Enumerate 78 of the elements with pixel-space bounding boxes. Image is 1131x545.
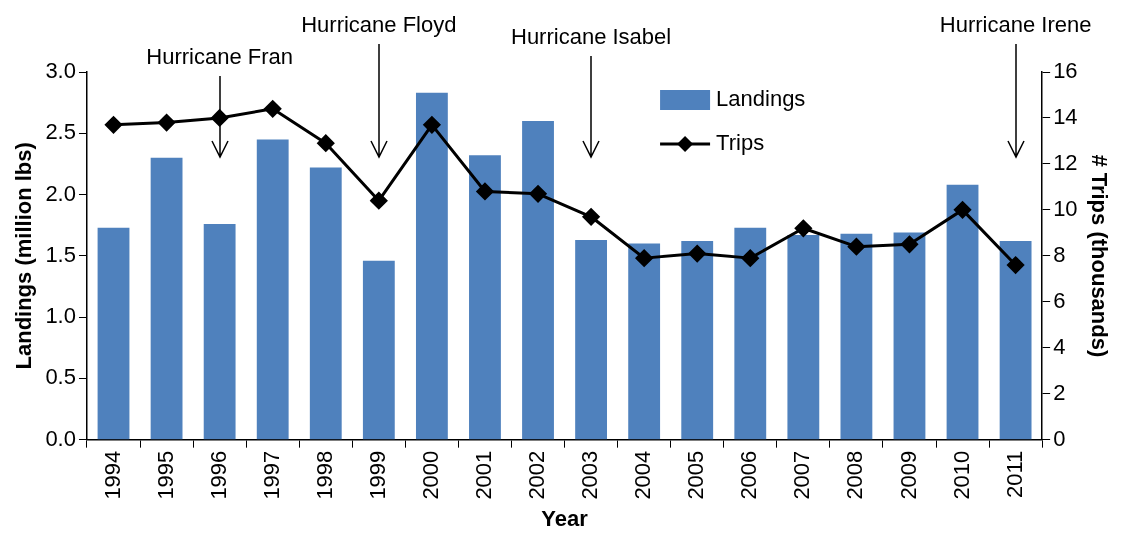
y-tick-label: 3.0: [45, 58, 76, 84]
y2-tick-label: 8: [1053, 241, 1066, 267]
annotation: Hurricane Isabel: [510, 24, 672, 50]
point: [582, 208, 600, 226]
annotation: Hurricane Fran: [146, 44, 293, 70]
bar: [787, 235, 820, 440]
point: [529, 185, 547, 203]
point: [423, 116, 441, 134]
y-tick-label: 2.5: [45, 119, 76, 145]
x-tick-label: 1995: [152, 450, 178, 500]
bar: [946, 184, 979, 440]
x-tick-label: 2011: [1001, 450, 1027, 498]
x-tick-label: 2009: [895, 450, 921, 500]
y2-tick-label: 4: [1053, 333, 1066, 359]
y-tick-label: 1.5: [45, 241, 76, 267]
annotation: Hurricane Irene: [939, 12, 1092, 38]
y-tick-label: 1.0: [45, 303, 76, 329]
bar: [469, 155, 501, 440]
bar: [840, 233, 873, 440]
bar: [415, 92, 448, 440]
point: [370, 192, 388, 210]
x-tick-label: 1997: [258, 450, 284, 500]
point: [794, 219, 812, 237]
bar: [734, 227, 767, 440]
x-tick-label: 2000: [417, 450, 443, 500]
x-tick-label: 2001: [471, 450, 497, 500]
point: [635, 249, 653, 267]
x-tick-label: 1998: [311, 450, 337, 500]
point: [900, 235, 918, 253]
bar: [893, 232, 926, 440]
x-tick-label: 2007: [789, 450, 815, 500]
point: [954, 201, 972, 219]
x-tick-label: 2002: [524, 450, 550, 500]
y2-tick-label: 2: [1053, 379, 1066, 405]
y2-tick-label: 0: [1053, 425, 1066, 451]
bar: [97, 227, 130, 440]
y2-tick-label: 14: [1053, 104, 1078, 130]
x-tick-label: 1999: [364, 450, 390, 500]
x-tick-label: 2003: [577, 450, 603, 500]
bar: [999, 241, 1032, 440]
point: [264, 100, 282, 118]
x-tick-label: 2010: [948, 450, 974, 500]
y-tick-label: 0.0: [45, 425, 76, 451]
point: [741, 249, 759, 267]
x-tick-label: 2008: [842, 450, 868, 500]
y-tick-label: 0.5: [45, 364, 76, 390]
bar: [522, 121, 554, 440]
point: [317, 134, 335, 152]
bar: [362, 260, 395, 440]
point: [476, 182, 494, 200]
x-tick-label: 1996: [205, 450, 231, 500]
legend-label: Trips: [716, 130, 765, 156]
y2-tick-label: 10: [1053, 195, 1078, 221]
bar: [575, 239, 608, 440]
x-tick-label: 2005: [683, 450, 709, 500]
point: [847, 238, 865, 256]
x-axis-title: Year: [541, 505, 589, 531]
bar: [309, 167, 342, 440]
y2-tick-label: 16: [1053, 58, 1078, 84]
point: [688, 245, 706, 263]
legend-label: Landings: [716, 86, 806, 112]
y2-tick-label: 6: [1053, 287, 1066, 313]
x-tick-label: 1994: [99, 450, 125, 500]
bar: [256, 139, 289, 440]
x-tick-label: 2006: [736, 450, 762, 500]
y-axis-title: Landings (million lbs): [11, 142, 37, 370]
x-tick-label: 2004: [630, 450, 656, 500]
bar: [203, 223, 236, 440]
bar: [628, 243, 661, 440]
bar: [150, 157, 183, 440]
point: [105, 116, 123, 134]
bar: [681, 241, 714, 440]
y-tick-label: 2.0: [45, 180, 76, 206]
point: [1007, 256, 1025, 274]
y2-axis-title: # Trips (thousands): [1086, 154, 1112, 358]
y2-tick-label: 12: [1053, 149, 1078, 175]
annotation: Hurricane Floyd: [301, 12, 457, 38]
point: [158, 114, 176, 132]
